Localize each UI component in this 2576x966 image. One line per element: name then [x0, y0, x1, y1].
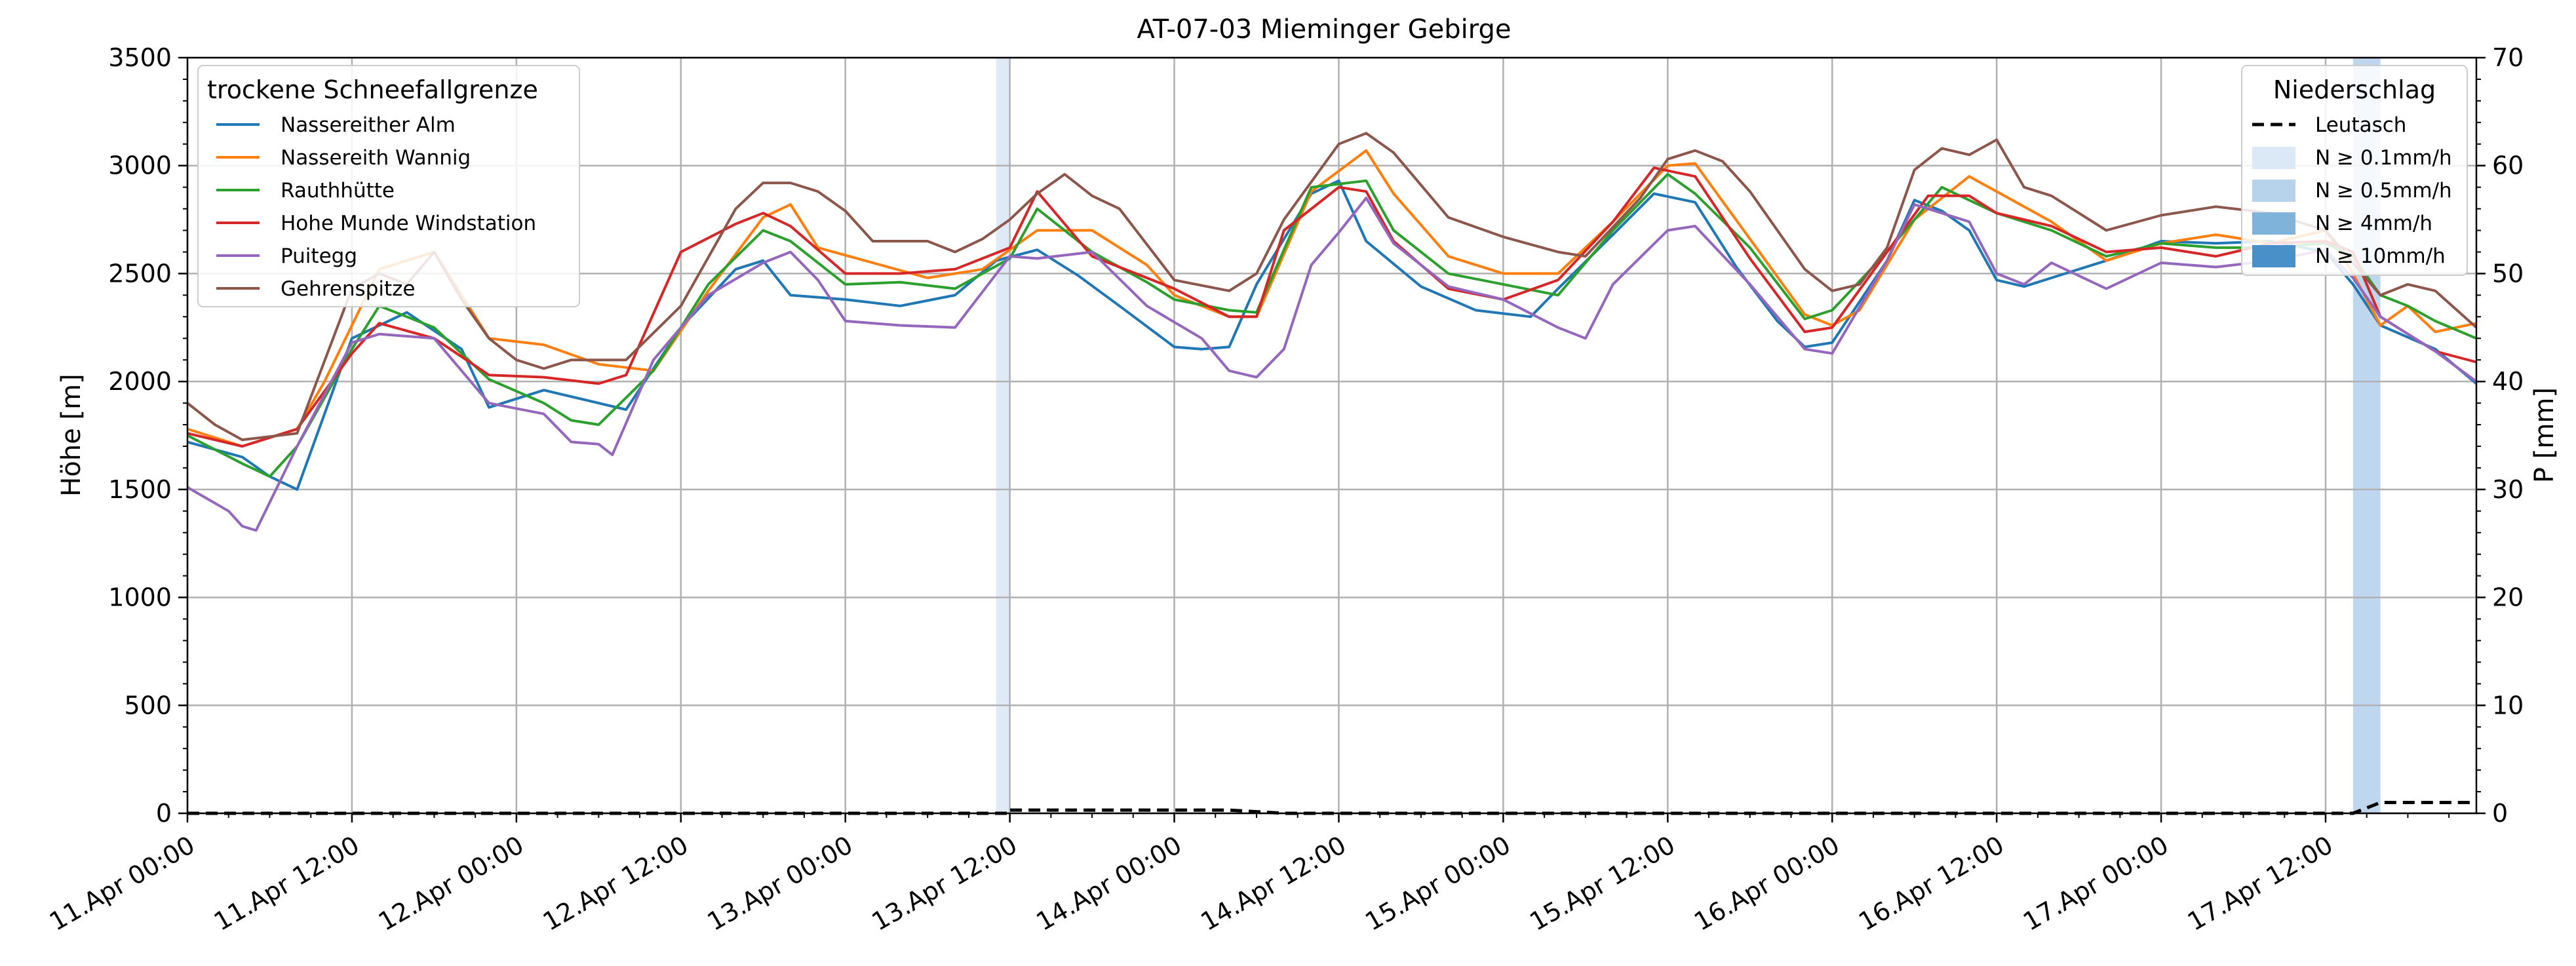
series-line [186, 132, 2478, 442]
y-tick-label: 2000 [108, 367, 172, 396]
y-tick-label: 3000 [108, 151, 172, 180]
legend-left-title: trockene Schneefallgrenze [207, 75, 538, 104]
legend-label: N ≥ 0.5mm/h [2315, 179, 2452, 203]
legend-left-box [197, 65, 580, 307]
precip-line [187, 801, 2476, 815]
legend-label: Gehrenspitze [281, 277, 415, 301]
precip-band [996, 58, 1010, 813]
legend-label: N ≥ 4mm/h [2315, 212, 2432, 235]
legend-swatch [2252, 212, 2295, 235]
legend-swatch [2252, 245, 2295, 267]
series-line [187, 179, 2478, 491]
y-tick-label: 1000 [108, 583, 172, 612]
legend-label: Leutasch [2315, 113, 2406, 137]
legend-swatch [2252, 147, 2295, 169]
y-tick-label: 0 [156, 799, 172, 828]
y2-tick-label: 50 [2492, 259, 2524, 288]
y-axis-left: 0 500 1000 1500 2000 2500 3000 3500 [108, 43, 187, 828]
y2-tick-label: 40 [2492, 367, 2524, 396]
legend-label: N ≥ 0.1mm/h [2315, 146, 2452, 170]
legend-right-box [2241, 65, 2468, 276]
y-axis-right: 0 10 20 30 40 50 60 70 [2476, 43, 2524, 828]
legend-label: Nassereither Alm [281, 113, 456, 137]
plot-frame [186, 56, 2478, 815]
legend-right: Niederschlag Leutasch N ≥ 0.1mm/h N ≥ 0.5m… [2241, 65, 2468, 276]
y2-tick-label: 20 [2492, 583, 2524, 612]
y-tick-label: 500 [124, 691, 172, 720]
legend-label: Puitegg [281, 244, 357, 268]
y-tick-label: 1500 [108, 475, 172, 504]
y-tick-label: 3500 [108, 43, 172, 72]
series-line [186, 197, 2478, 532]
y2-tick-label: 0 [2492, 799, 2508, 828]
legend-label: Hohe Munde Windstation [281, 212, 536, 235]
series-line [187, 172, 2477, 478]
y2-tick-label: 30 [2492, 475, 2524, 504]
series-line [187, 166, 2477, 448]
legend-label: Nassereith Wannig [281, 146, 471, 170]
y2-tick-label: 70 [2492, 43, 2524, 72]
legend-label: N ≥ 10mm/h [2315, 244, 2446, 268]
y-tick-label: 2500 [108, 259, 172, 288]
legend-swatch [2252, 180, 2295, 202]
series-lines [186, 132, 2478, 815]
y2-axis-title: P [mm] [2529, 387, 2560, 483]
legend-right-title: Niederschlag [2273, 75, 2436, 104]
y2-tick-label: 10 [2492, 691, 2524, 720]
legend-left: trockene Schneefallgrenze Nassereither A… [197, 65, 580, 307]
y2-tick-label: 60 [2492, 151, 2524, 180]
y-axis-title: Höhe [m] [56, 374, 87, 496]
legend-label: Rauthhütte [281, 179, 395, 203]
chart-title: AT-07-03 Mieminger Gebirge [1137, 14, 1511, 45]
